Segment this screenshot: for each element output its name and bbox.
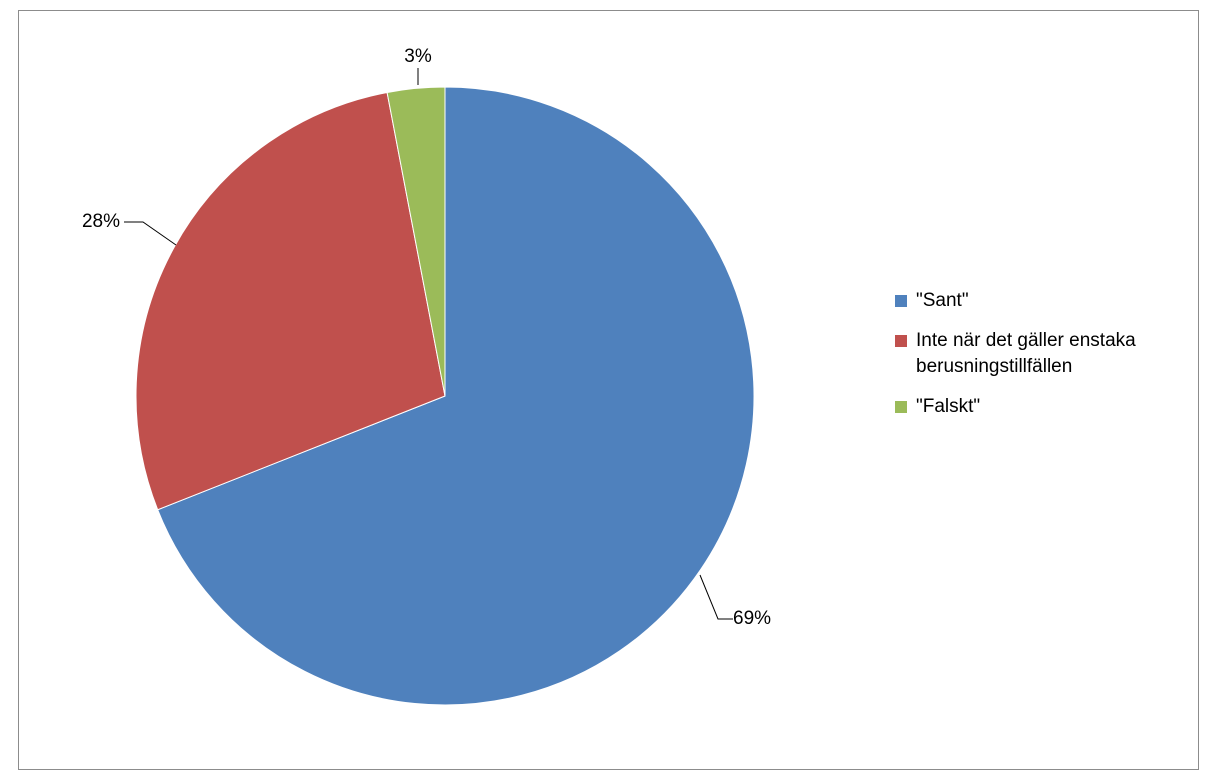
legend-swatch-falskt [895, 401, 907, 413]
data-label-sant: 69% [733, 608, 771, 629]
legend-label-inte: Inte när det gäller enstaka berusningsti… [916, 330, 1136, 377]
leader-line-sant [699, 574, 733, 620]
data-label-inte: 28% [82, 211, 120, 232]
leader-line-inte [124, 221, 177, 246]
legend-item-inte: Inte när det gäller enstaka berusningsti… [895, 328, 1195, 380]
legend: "Sant" Inte när det gäller enstaka berus… [895, 288, 1195, 434]
pie-slice-inte [135, 91, 446, 511]
legend-item-sant: "Sant" [895, 288, 1195, 314]
data-label-falskt: 3% [404, 46, 432, 67]
legend-label-falskt: "Falskt" [916, 396, 981, 417]
legend-swatch-inte [895, 335, 907, 347]
pie-slice-sant [157, 86, 755, 706]
pie-slice-falskt [386, 86, 446, 397]
legend-item-falskt: "Falskt" [895, 394, 1195, 420]
legend-swatch-sant [895, 295, 907, 307]
legend-label-sant: "Sant" [916, 290, 969, 311]
